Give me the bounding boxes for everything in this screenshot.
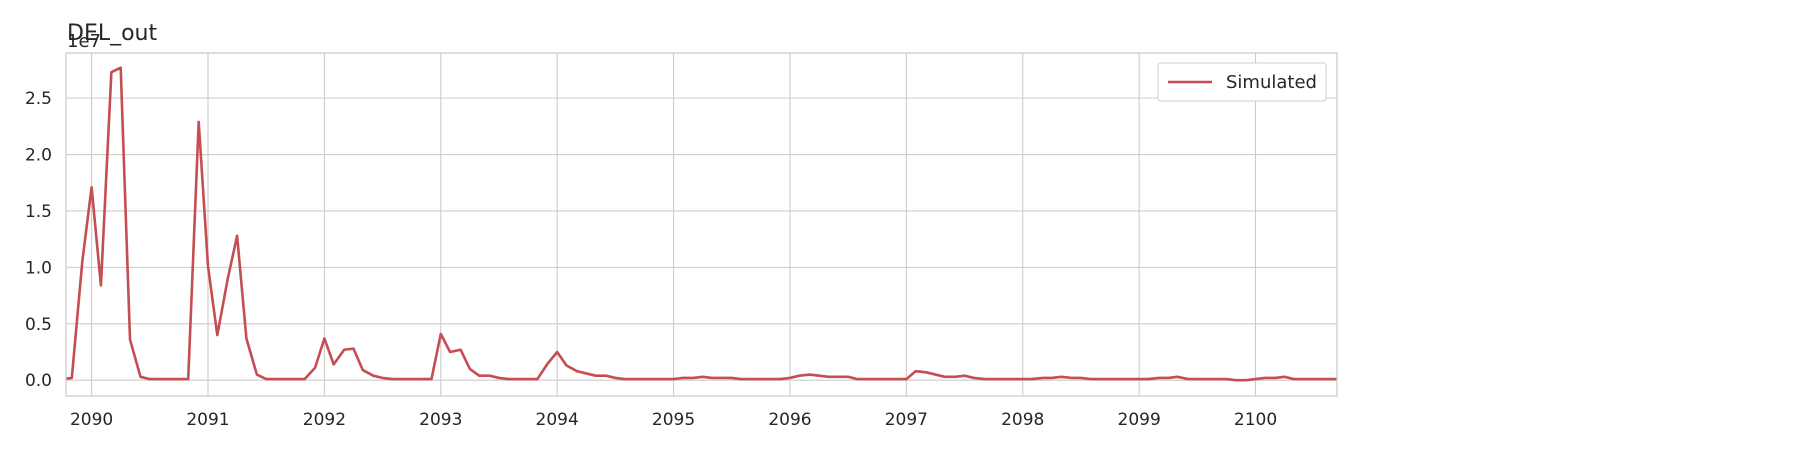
x-tick-label: 2098 [1001, 410, 1044, 430]
y-tick-label: 2.0 [25, 146, 52, 166]
x-tick-label: 2096 [768, 410, 811, 430]
tick-labels: 2090 2091 2092 2093 2094 2095 2096 2097 2098 2099… [25, 89, 1277, 430]
plot-frame [65, 52, 1338, 397]
series-layer [66, 66, 1337, 382]
x-tick-label: 2099 [1118, 410, 1161, 430]
y-tick-label: 2.5 [25, 89, 52, 109]
x-tick-label: 2094 [536, 410, 579, 430]
legend-box [1157, 62, 1327, 102]
legend: Simulated [1157, 62, 1327, 102]
x-tick-label: 2091 [186, 410, 229, 430]
x-tick-label: 2100 [1234, 410, 1277, 430]
x-tick-label: 2092 [303, 410, 346, 430]
series-line-simulated [66, 66, 1337, 382]
y-tick-label: 1.0 [25, 258, 52, 278]
y-tick-label: 0.0 [25, 371, 52, 391]
chart-title: DEL_out [67, 21, 158, 46]
y-tick-label: 1.5 [25, 202, 52, 222]
x-tick-label: 2093 [419, 410, 462, 430]
y-tick-label: 0.5 [25, 315, 52, 335]
x-tick-label: 2097 [885, 410, 928, 430]
offset-text: 1e7 [67, 31, 101, 52]
legend-entry-simulated: Simulated [1226, 72, 1317, 93]
x-tick-label: 2095 [652, 410, 695, 430]
x-tick-label: 2090 [70, 410, 113, 430]
